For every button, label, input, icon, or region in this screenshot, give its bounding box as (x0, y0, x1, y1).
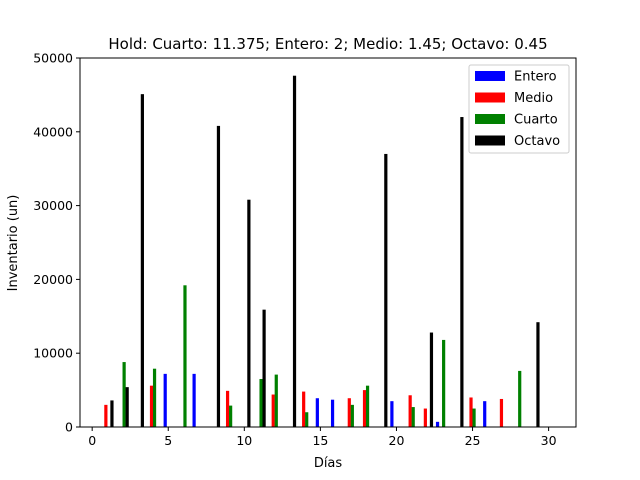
bar-entero-4 (390, 401, 394, 427)
y-tick-label: 0 (65, 420, 73, 435)
x-axis-ticks: 0 5 10 15 20 25 30 (88, 427, 557, 448)
bars-group (104, 75, 540, 428)
legend-label-cuarto: Cuarto (514, 113, 558, 128)
bar-octavo-4 (247, 199, 251, 427)
legend-label-octavo: Octavo (514, 134, 560, 149)
bar-cuarto-4 (259, 379, 263, 427)
y-tick-label: 50000 (33, 51, 73, 66)
legend-swatch-entero (475, 71, 505, 81)
legend-swatch-octavo (475, 135, 505, 146)
bar-octavo-9 (460, 117, 464, 427)
bar-medio-3 (271, 394, 275, 427)
bar-octavo-6 (292, 75, 297, 428)
x-tick-label: 10 (236, 433, 252, 448)
bar-octavo-1 (125, 387, 129, 427)
x-axis-label: Días (314, 456, 343, 471)
bar-cuarto-11 (472, 408, 476, 427)
legend-label-medio: Medio (514, 91, 553, 106)
bar-entero-3 (330, 399, 335, 427)
x-tick-label: 30 (541, 433, 557, 448)
bar-medio-0 (104, 404, 108, 427)
bar-medio-7 (408, 395, 412, 427)
x-tick-label: 0 (88, 433, 96, 448)
bar-cuarto-7 (350, 404, 354, 427)
bar-octavo-10 (536, 322, 540, 427)
bar-medio-4 (302, 391, 306, 427)
legend-box (468, 64, 570, 154)
bar-cuarto-3 (229, 405, 233, 427)
x-tick-label: 25 (465, 433, 481, 448)
bar-medio-8 (423, 408, 427, 427)
y-axis-label: Inventario (un) (6, 195, 21, 292)
bar-cuarto-12 (518, 370, 522, 427)
y-tick-label: 40000 (33, 124, 73, 139)
bar-cuarto-1 (152, 368, 157, 427)
y-tick-label: 10000 (33, 346, 73, 361)
bar-octavo-7 (384, 153, 388, 427)
bar-cuarto-6 (305, 412, 309, 427)
bar-cuarto-0 (122, 362, 126, 427)
bar-entero-6 (483, 401, 487, 427)
y-tick-label: 20000 (33, 272, 73, 287)
bar-entero-5 (435, 421, 440, 427)
x-tick-label: 15 (312, 433, 328, 448)
legend-swatch-cuarto (475, 114, 505, 124)
bar-medio-2 (225, 390, 230, 427)
bar-cuarto-2 (183, 285, 187, 427)
bar-entero-1 (192, 373, 196, 427)
bar-octavo-3 (216, 125, 221, 428)
bar-octavo-8 (429, 332, 434, 427)
bar-medio-6 (362, 390, 367, 427)
bar-cuarto-8 (365, 385, 370, 427)
plot-frame (79, 57, 577, 428)
bar-medio-1 (149, 385, 154, 427)
y-tick-label: 30000 (33, 198, 73, 213)
legend-label-entero: Entero (514, 70, 557, 85)
legend: Entero Medio Cuarto Octavo (468, 64, 570, 154)
chart-title: Hold: Cuarto: 11.375; Entero: 2; Medio: … (108, 35, 547, 53)
bar-cuarto-10 (442, 339, 446, 427)
bar-entero-2 (315, 398, 319, 427)
bar-octavo-2 (140, 94, 144, 427)
bar-medio-9 (469, 397, 473, 427)
bar-medio-10 (499, 398, 504, 427)
bar-octavo-5 (262, 309, 266, 427)
bar-medio-5 (347, 398, 351, 427)
bar-cuarto-9 (411, 407, 415, 427)
x-tick-label: 20 (389, 433, 405, 448)
bar-cuarto-5 (274, 374, 278, 427)
legend-swatch-medio (475, 92, 505, 103)
x-tick-label: 5 (164, 433, 172, 448)
bar-entero-0 (163, 373, 167, 427)
bar-octavo-0 (110, 400, 114, 427)
y-axis-ticks: 0 10000 20000 30000 40000 50000 (33, 51, 80, 435)
